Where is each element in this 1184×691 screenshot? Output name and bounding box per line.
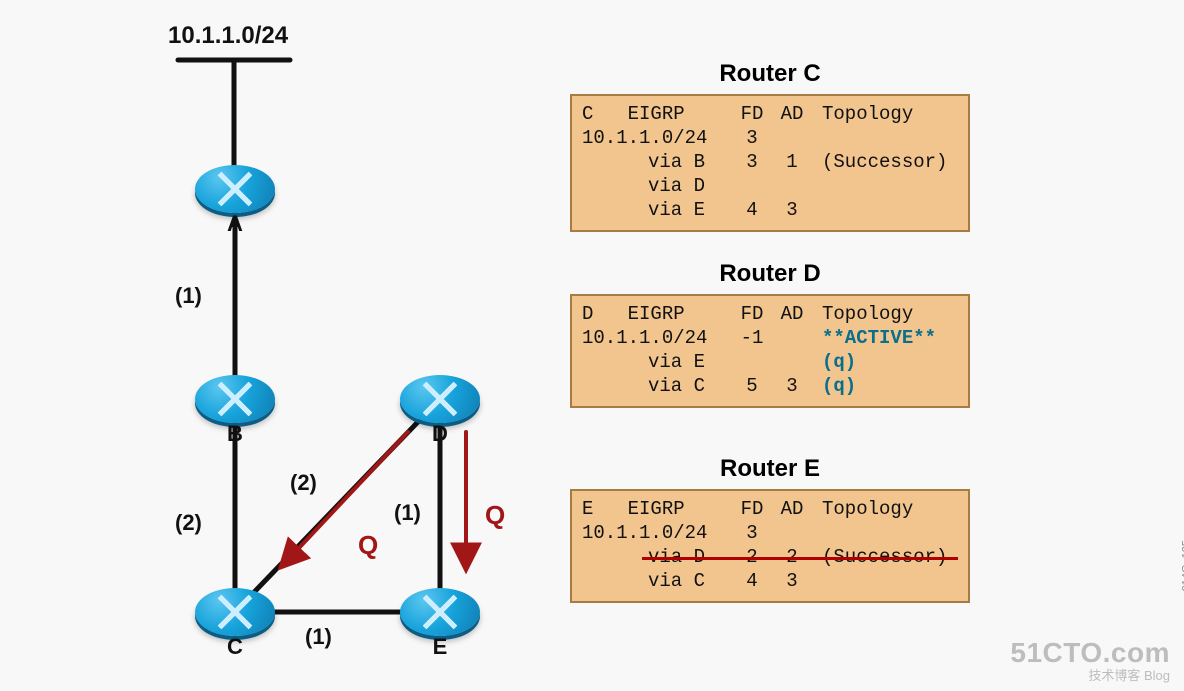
diagram-stage: 10.1.1.0/24 A B C D E (1) (2) (1) (1) (2) Q Q…: [0, 0, 1184, 691]
watermark-line2: 技术博客 Blog: [1010, 669, 1170, 683]
router-c-icon: [195, 588, 275, 636]
router-a-label: A: [195, 211, 275, 237]
router-d-table-block: Router D D EIGRPFDADTopology10.1.1.0/24-…: [570, 260, 970, 408]
table-row: via D22(Successor): [582, 545, 958, 569]
table-row: via E43: [582, 198, 958, 222]
router-e-label: E: [400, 634, 480, 660]
router-e-title: Router E: [570, 455, 970, 483]
network-label: 10.1.1.0/24: [168, 22, 288, 50]
router-b-label: B: [195, 421, 275, 447]
edge-label: (1): [394, 500, 421, 526]
router-d-table: D EIGRPFDADTopology10.1.1.0/24-1**ACTIVE…: [570, 294, 970, 408]
table-header: C EIGRPFDADTopology: [582, 102, 958, 126]
edge-label: (1): [305, 624, 332, 650]
strike-line: [642, 557, 958, 560]
router-c-table: C EIGRPFDADTopology10.1.1.0/243via B31(S…: [570, 94, 970, 232]
table-row: 10.1.1.0/243: [582, 126, 958, 150]
edge-label: (1): [175, 283, 202, 309]
router-d-label: D: [400, 421, 480, 447]
router-c-label: C: [195, 634, 275, 660]
table-row: via E(q): [582, 350, 958, 374]
query-label: Q: [358, 530, 378, 561]
table-header: E EIGRPFDADTopology: [582, 497, 958, 521]
router-e-table: E EIGRPFDADTopology10.1.1.0/243via D22(S…: [570, 489, 970, 603]
router-d-icon: [400, 375, 480, 423]
table-row: 10.1.1.0/243: [582, 521, 958, 545]
table-row: via D: [582, 174, 958, 198]
edge-label: (2): [290, 470, 317, 496]
table-row: via C53(q): [582, 374, 958, 398]
table-row: 10.1.1.0/24-1**ACTIVE**: [582, 326, 958, 350]
table-header: D EIGRPFDADTopology: [582, 302, 958, 326]
edge-label: (2): [175, 510, 202, 536]
router-c-table-block: Router C C EIGRPFDADTopology10.1.1.0/243…: [570, 60, 970, 232]
router-e-table-block: Router E E EIGRPFDADTopology10.1.1.0/243…: [570, 455, 970, 603]
query-label: Q: [485, 500, 505, 531]
router-d-title: Router D: [570, 260, 970, 288]
table-row: via B31(Successor): [582, 150, 958, 174]
router-c-title: Router C: [570, 60, 970, 88]
watermark: 51CTO.com 技术博客 Blog: [1010, 638, 1170, 683]
router-a-icon: [195, 165, 275, 213]
figure-code: 014G_125: [1180, 540, 1184, 591]
router-e-icon: [400, 588, 480, 636]
router-b-icon: [195, 375, 275, 423]
watermark-line1: 51CTO.com: [1010, 638, 1170, 669]
table-row: via C43: [582, 569, 958, 593]
